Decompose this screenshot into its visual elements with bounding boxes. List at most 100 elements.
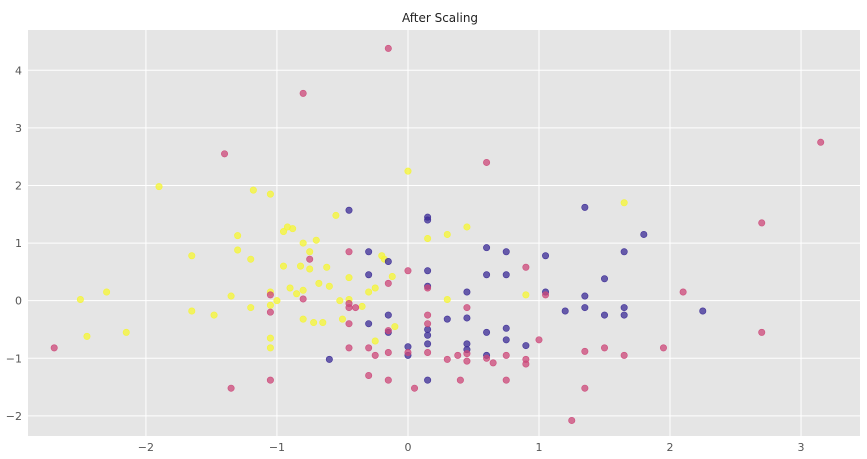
data-point-series-3 [404,348,412,356]
data-point-series-2 [483,271,491,279]
data-point-series-3 [483,158,491,166]
data-point-series-1 [358,302,366,310]
data-point-series-3 [443,355,451,363]
data-point-series-2 [699,307,707,315]
data-point-series-2 [483,328,491,336]
data-point-series-3 [365,344,373,352]
data-point-series-2 [502,248,510,256]
data-point-series-2 [620,304,628,312]
data-point-series-3 [502,376,510,384]
data-point-series-2 [365,320,373,328]
y-tick-label: −1 [6,352,22,365]
data-point-series-2 [483,244,491,252]
data-point-series-3 [454,351,462,359]
data-point-series-1 [266,190,274,198]
data-point-series-1 [443,296,451,304]
data-point-series-3 [568,416,576,424]
data-point-series-3 [463,350,471,358]
y-tick-label: 0 [15,295,22,308]
y-tick-label: 4 [15,64,22,77]
data-point-series-3 [299,89,307,97]
data-point-series-3 [384,376,392,384]
data-point-series-3 [483,354,491,362]
data-point-series-2 [502,271,510,279]
data-point-series-3 [581,347,589,355]
data-point-series-3 [758,219,766,227]
data-point-series-2 [620,311,628,319]
data-point-series-1 [391,323,399,331]
data-point-series-2 [502,324,510,332]
data-point-series-3 [424,348,432,356]
y-tick-label: 3 [15,122,22,135]
y-axis-ticks: −2 −1 0 1 2 3 4 [6,64,22,423]
data-point-series-3 [620,351,628,359]
data-point-series-2 [561,307,569,315]
data-point-series-2 [463,288,471,296]
data-point-series-1 [323,263,331,271]
data-point-series-3 [345,320,353,328]
data-point-series-3 [404,267,412,275]
data-point-series-1 [312,236,320,244]
data-point-series-3 [601,344,609,352]
data-point-series-1 [83,332,91,340]
data-point-series-2 [424,340,432,348]
data-point-series-1 [404,167,412,175]
data-point-series-2 [463,314,471,322]
data-point-series-1 [345,274,353,282]
data-point-series-1 [299,286,307,294]
data-point-series-1 [249,186,257,194]
data-point-series-3 [463,357,471,365]
data-point-series-2 [384,258,392,266]
data-point-series-3 [456,376,464,384]
data-point-series-3 [50,344,58,352]
data-point-series-3 [345,304,353,312]
data-point-series-1 [266,334,274,342]
data-point-series-2 [601,275,609,283]
data-point-series-2 [365,248,373,256]
data-point-series-3 [227,384,235,392]
data-point-series-3 [581,384,589,392]
data-point-series-3 [424,311,432,319]
x-tick-label: −2 [138,441,154,454]
data-point-series-2 [581,203,589,211]
data-points [50,44,825,424]
data-point-series-1 [310,319,318,327]
data-point-series-3 [266,376,274,384]
data-point-series-3 [345,248,353,256]
data-point-series-1 [371,284,379,292]
data-point-series-3 [463,304,471,312]
data-point-series-2 [384,311,392,319]
data-point-series-1 [188,252,196,260]
data-point-series-1 [522,291,530,299]
data-point-series-2 [581,292,589,300]
x-tick-label: 3 [798,441,805,454]
data-point-series-2 [424,331,432,339]
x-tick-label: 1 [535,441,542,454]
data-point-series-3 [489,359,497,367]
plot-area [28,30,860,436]
data-point-series-2 [640,230,648,238]
data-point-series-2 [542,252,550,260]
data-point-series-3 [384,348,392,356]
data-point-series-3 [535,336,543,344]
data-point-series-2 [424,376,432,384]
data-point-series-3 [659,344,667,352]
data-point-series-3 [424,320,432,328]
data-point-series-2 [463,340,471,348]
data-point-series-1 [279,228,287,236]
data-point-series-1 [371,337,379,345]
data-point-series-2 [325,355,333,363]
data-point-series-1 [325,282,333,290]
x-axis-ticks: −2 −1 0 1 2 3 [138,441,805,454]
data-point-series-3 [384,327,392,335]
data-point-series-3 [352,304,360,312]
data-point-series-2 [522,342,530,350]
data-point-series-1 [247,255,255,263]
data-point-series-3 [502,351,510,359]
data-point-series-3 [411,384,419,392]
data-point-series-2 [581,304,589,312]
data-point-series-1 [336,297,344,305]
data-point-series-3 [522,263,530,271]
data-point-series-3 [384,279,392,287]
data-point-series-3 [266,308,274,316]
